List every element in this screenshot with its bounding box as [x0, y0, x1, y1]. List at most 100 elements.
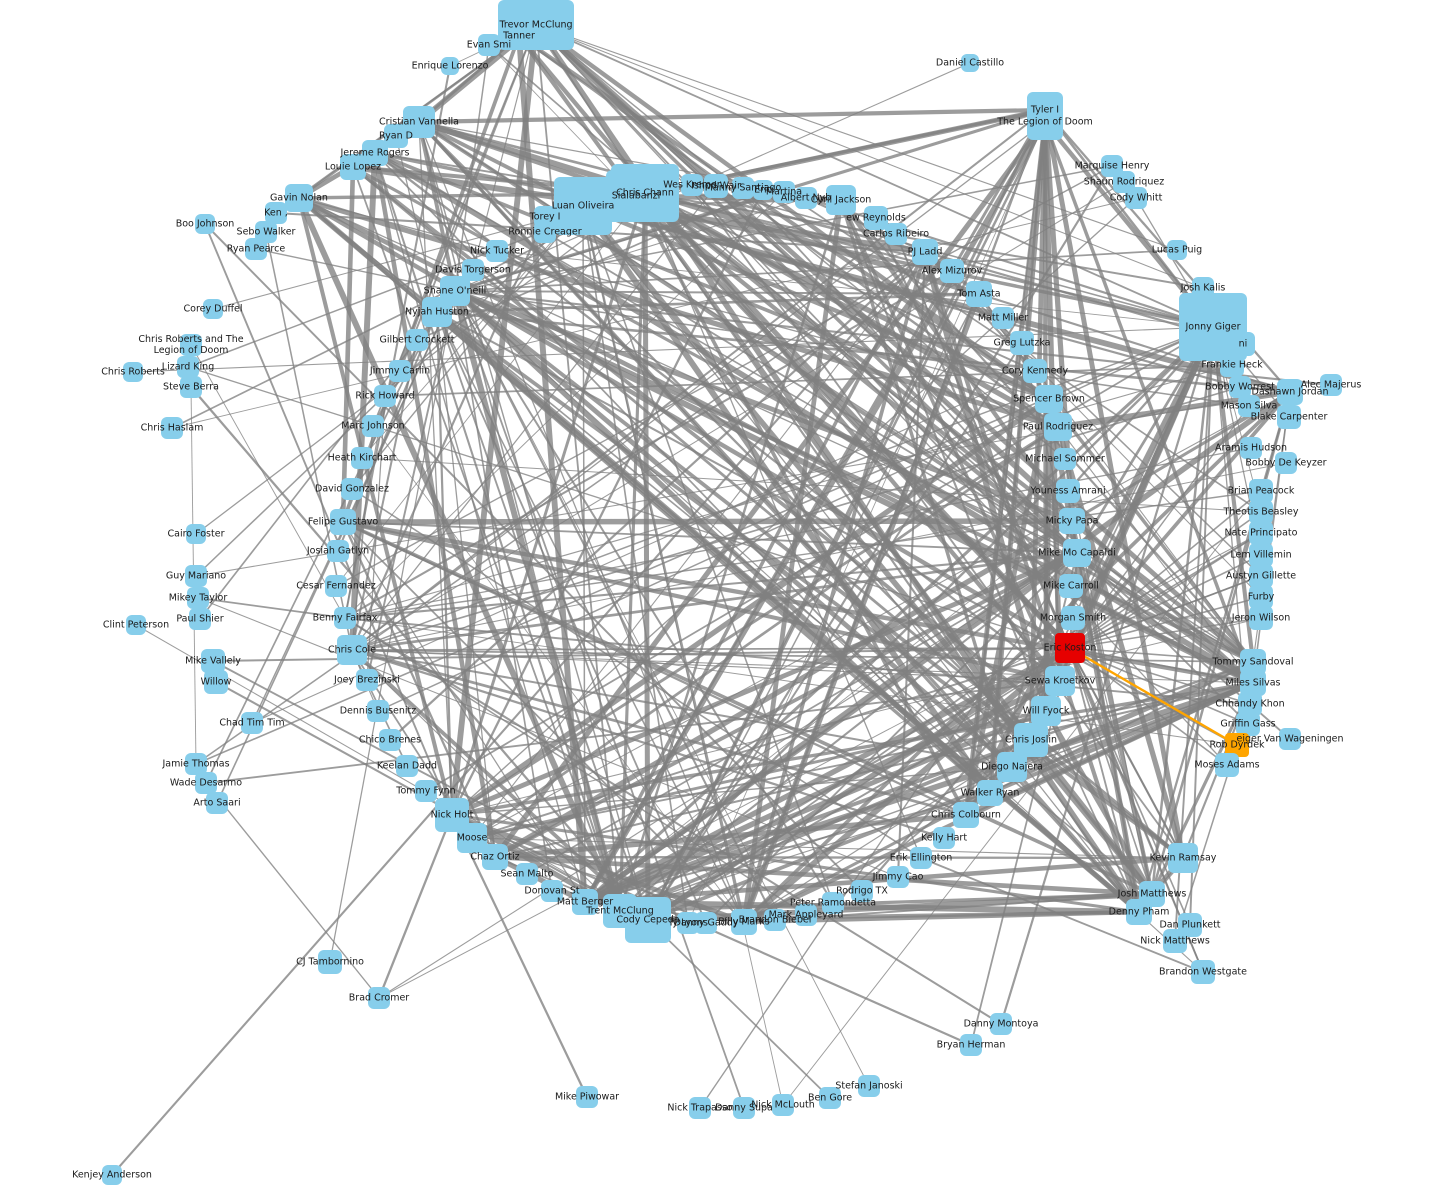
- graph-node[interactable]: [123, 362, 143, 382]
- graph-node[interactable]: [516, 863, 538, 885]
- graph-node[interactable]: [753, 180, 773, 200]
- graph-node[interactable]: [1240, 437, 1262, 459]
- graph-node[interactable]: [912, 239, 938, 265]
- graph-node[interactable]: [1249, 479, 1273, 503]
- graph-node[interactable]: [1035, 385, 1063, 413]
- graph-node[interactable]: [341, 478, 363, 500]
- graph-node[interactable]: [887, 866, 909, 888]
- graph-node[interactable]: [201, 649, 225, 673]
- graph-node[interactable]: [1126, 899, 1152, 925]
- graph-node[interactable]: [379, 729, 401, 751]
- graph-node[interactable]: [362, 140, 388, 166]
- graph-node[interactable]: [940, 259, 964, 283]
- graph-node[interactable]: [606, 170, 666, 222]
- graph-node[interactable]: [102, 1165, 122, 1185]
- graph-node[interactable]: [1014, 723, 1048, 757]
- graph-node[interactable]: [255, 221, 277, 243]
- graph-node[interactable]: [337, 635, 367, 665]
- graph-node[interactable]: [367, 700, 389, 722]
- graph-node[interactable]: [1275, 452, 1297, 474]
- graph-node[interactable]: [1031, 696, 1061, 726]
- graph-node[interactable]: [733, 1097, 755, 1119]
- graph-node[interactable]: [1045, 666, 1075, 696]
- graph-node[interactable]: [1163, 929, 1187, 953]
- graph-node[interactable]: [396, 755, 418, 777]
- graph-node[interactable]: [1059, 574, 1083, 598]
- graph-node[interactable]: [822, 892, 844, 914]
- graph-node[interactable]: [486, 240, 508, 262]
- graph-node[interactable]: [576, 1086, 598, 1108]
- graph-node[interactable]: [732, 177, 754, 199]
- graph-node[interactable]: [1055, 633, 1085, 663]
- graph-node[interactable]: [187, 587, 209, 609]
- graph-node[interactable]: [961, 54, 979, 72]
- graph-node[interactable]: [704, 174, 728, 198]
- graph-node[interactable]: [351, 447, 373, 469]
- graph-node[interactable]: [764, 909, 786, 931]
- graph-node[interactable]: [1249, 564, 1273, 588]
- graph-node[interactable]: [330, 509, 356, 535]
- graph-node[interactable]: [1044, 413, 1072, 441]
- graph-node[interactable]: [422, 297, 452, 327]
- graph-node[interactable]: [795, 187, 817, 209]
- graph-node[interactable]: [1191, 960, 1215, 984]
- graph-node[interactable]: [185, 753, 207, 775]
- graph-node[interactable]: [826, 185, 856, 215]
- graph-node[interactable]: [960, 1034, 982, 1056]
- graph-node[interactable]: [1027, 104, 1063, 140]
- graph-node[interactable]: [864, 206, 888, 230]
- graph-node[interactable]: [677, 912, 699, 934]
- graph-node[interactable]: [180, 334, 202, 356]
- graph-node[interactable]: [203, 299, 223, 319]
- graph-node[interactable]: [1220, 353, 1244, 377]
- graph-node[interactable]: [325, 575, 347, 597]
- graph-node[interactable]: [1279, 728, 1301, 750]
- graph-node[interactable]: [384, 124, 408, 148]
- graph-node[interactable]: [374, 385, 396, 407]
- graph-node[interactable]: [1063, 539, 1091, 567]
- graph-node[interactable]: [406, 329, 428, 351]
- graph-node[interactable]: [177, 356, 199, 378]
- graph-node[interactable]: [185, 565, 207, 587]
- graph-node[interactable]: [195, 772, 217, 794]
- graph-node[interactable]: [1238, 395, 1260, 417]
- graph-node[interactable]: [953, 802, 979, 828]
- graph-node[interactable]: [773, 181, 795, 203]
- graph-node[interactable]: [933, 827, 955, 849]
- graph-node[interactable]: [186, 524, 206, 544]
- graph-node[interactable]: [334, 607, 356, 629]
- graph-node[interactable]: [1059, 508, 1085, 534]
- graph-node[interactable]: [1229, 376, 1251, 398]
- graph-node[interactable]: [362, 415, 384, 437]
- graph-node[interactable]: [1023, 359, 1047, 383]
- graph-node[interactable]: [1277, 379, 1303, 405]
- graph-node[interactable]: [1125, 187, 1147, 209]
- graph-node[interactable]: [910, 847, 932, 869]
- graph-node[interactable]: [340, 154, 366, 180]
- graph-node[interactable]: [368, 987, 390, 1009]
- graph-node[interactable]: [506, 23, 532, 49]
- graph-node[interactable]: [1056, 479, 1080, 503]
- graph-node[interactable]: [1167, 240, 1187, 260]
- graph-node[interactable]: [992, 307, 1014, 329]
- graph-node[interactable]: [327, 540, 349, 562]
- graph-node[interactable]: [695, 912, 717, 934]
- graph-node[interactable]: [204, 670, 228, 694]
- graph-node[interactable]: [1236, 712, 1260, 736]
- graph-node[interactable]: [1231, 332, 1255, 356]
- graph-node[interactable]: [1010, 331, 1034, 355]
- graph-node[interactable]: [851, 880, 873, 902]
- graph-node[interactable]: [1249, 521, 1273, 545]
- graph-node[interactable]: [1320, 374, 1342, 396]
- graph-node[interactable]: [161, 417, 183, 439]
- graph-node[interactable]: [189, 608, 211, 630]
- graph-node[interactable]: [415, 780, 437, 802]
- graph-node[interactable]: [285, 184, 313, 212]
- graph-node[interactable]: [966, 281, 992, 307]
- graph-node[interactable]: [885, 223, 907, 245]
- graph-node[interactable]: [403, 106, 435, 138]
- graph-node[interactable]: [1249, 585, 1273, 609]
- graph-node[interactable]: [462, 259, 484, 281]
